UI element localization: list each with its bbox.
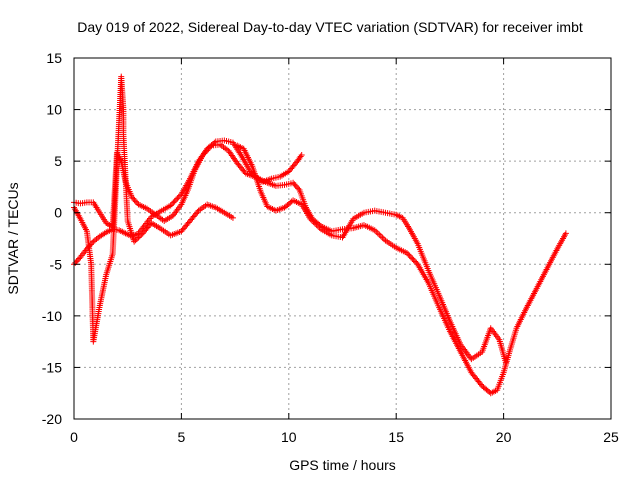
data-point <box>135 234 142 241</box>
data-point <box>406 252 413 259</box>
plot-frame <box>73 57 612 420</box>
y-tick-label: 5 <box>54 153 62 169</box>
data-point <box>177 192 184 199</box>
y-tick-label: -20 <box>42 411 62 427</box>
chart-title: Day 019 of 2022, Sidereal Day-to-day VTE… <box>77 19 583 35</box>
data-point <box>138 231 145 238</box>
data-point <box>411 258 418 265</box>
y-tick-label: 0 <box>54 205 62 221</box>
data-point <box>132 198 139 205</box>
x-tick-label: 0 <box>70 429 78 445</box>
data-point <box>169 201 176 208</box>
y-tick-label: 15 <box>46 50 62 66</box>
data-point <box>136 233 143 240</box>
x-axis-label: GPS time / hours <box>289 457 396 473</box>
data-point <box>132 237 139 244</box>
data-point <box>76 255 83 262</box>
data-point <box>173 196 180 203</box>
ticks: 0 5 10 15 20 25 -20 -15 -10 -5 0 5 10 15 <box>42 50 619 445</box>
data-point <box>502 359 509 366</box>
data-point <box>134 200 141 207</box>
y-tick-label: -10 <box>42 308 62 324</box>
data-point <box>194 209 201 216</box>
data-point <box>128 194 135 201</box>
data-point <box>229 214 236 221</box>
y-axis-label: SDTVAR / TECUs <box>5 182 21 294</box>
data-point <box>131 197 138 204</box>
data-point <box>293 159 300 166</box>
data-point <box>410 257 417 264</box>
data-point <box>409 255 416 262</box>
data-points <box>71 73 569 397</box>
y-tick-label: -15 <box>42 359 62 375</box>
data-point <box>73 258 80 265</box>
grid <box>74 58 611 419</box>
x-tick-label: 15 <box>388 429 404 445</box>
data-point <box>167 202 174 209</box>
data-point <box>291 181 298 188</box>
x-tick-label: 10 <box>281 429 297 445</box>
data-point <box>298 151 305 158</box>
data-point <box>130 195 137 202</box>
x-tick-label: 5 <box>178 429 186 445</box>
y-tick-label: 10 <box>46 102 62 118</box>
data-point <box>72 259 79 266</box>
data-point <box>477 381 484 388</box>
x-tick-label: 25 <box>603 429 619 445</box>
data-point <box>292 182 299 189</box>
x-tick-label: 20 <box>496 429 512 445</box>
data-point <box>174 195 181 202</box>
data-point <box>171 198 178 205</box>
data-point <box>295 185 302 192</box>
data-point <box>131 238 138 245</box>
data-point <box>293 184 300 191</box>
data-point <box>403 249 410 256</box>
data-point <box>413 259 420 266</box>
data-point <box>407 254 414 261</box>
data-point <box>134 235 141 242</box>
data-point <box>175 193 182 200</box>
series-track-d <box>234 142 509 366</box>
data-point <box>405 251 412 258</box>
data-point <box>562 230 569 237</box>
y-tick-label: -5 <box>50 256 63 272</box>
series-track-c <box>71 73 236 345</box>
data-point <box>74 256 81 263</box>
data-point <box>290 179 297 186</box>
data-point <box>170 199 177 206</box>
